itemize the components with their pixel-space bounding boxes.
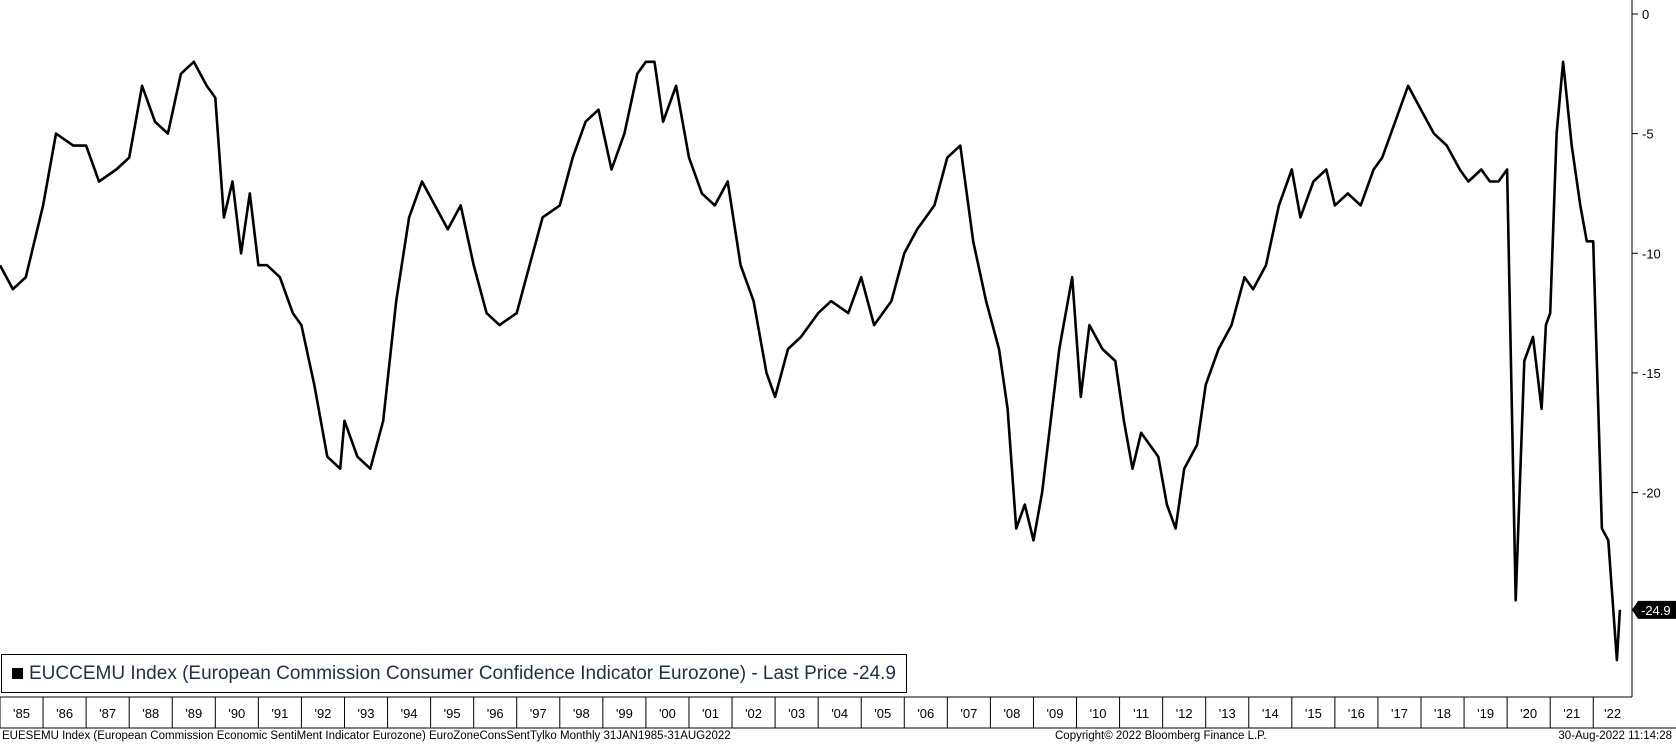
x-tick-label: '04 — [831, 706, 848, 721]
x-tick-label: '06 — [917, 706, 934, 721]
plot-area — [0, 60, 1622, 662]
footer-source: EUESEMU Index (European Commission Econo… — [2, 730, 731, 742]
legend-swatch — [12, 668, 23, 679]
footer-timestamp: 30-Aug-2022 11:14:28 — [1558, 730, 1672, 742]
series-line-0 — [0, 60, 1622, 662]
last-value-marker — [1632, 600, 1676, 619]
legend-label: EUCCEMU Index (European Commission Consu… — [29, 662, 896, 684]
x-tick-label: '86 — [56, 706, 73, 721]
x-tick-label: '21 — [1563, 706, 1580, 721]
x-tick-label: '94 — [401, 706, 418, 721]
x-tick-label: '95 — [444, 706, 461, 721]
x-tick-label: '85 — [13, 706, 30, 721]
x-tick-label: '16 — [1348, 706, 1365, 721]
x-tick-label: '99 — [616, 706, 633, 721]
y-tick-label: -5 — [1642, 127, 1654, 142]
footer-copyright: Copyright© 2022 Bloomberg Finance L.P. — [1055, 730, 1267, 742]
x-tick-label: '22 — [1604, 706, 1621, 721]
x-tick-label: '19 — [1477, 706, 1494, 721]
x-tick-label: '05 — [874, 706, 891, 721]
x-tick-label: '15 — [1305, 706, 1322, 721]
x-tick-label: '14 — [1262, 706, 1279, 721]
x-tick-label: '92 — [314, 706, 331, 721]
x-tick-label: '07 — [960, 706, 977, 721]
x-tick-label: '03 — [788, 706, 805, 721]
x-tick-label: '02 — [745, 706, 762, 721]
x-axis: '85 '86 '87 '88 '89 '90 '91 '92 '93 '94 '95 '96 '97 '… — [0, 696, 1676, 729]
x-tick-label: '96 — [487, 706, 504, 721]
x-tick-label: '97 — [530, 706, 547, 721]
x-tick-label: '90 — [228, 706, 245, 721]
x-tick-label: '11 — [1133, 706, 1149, 721]
x-tick-label: '91 — [271, 706, 288, 721]
x-tick-label: '98 — [573, 706, 590, 721]
x-tick-label: '12 — [1176, 706, 1193, 721]
x-tick-label: '09 — [1047, 706, 1064, 721]
y-tick-label: 0 — [1642, 7, 1649, 22]
x-tick-label: '01 — [702, 706, 719, 721]
x-tick-label: '89 — [185, 706, 202, 721]
y-tick-label: -15 — [1642, 366, 1661, 381]
x-tick-label: '18 — [1434, 706, 1451, 721]
x-tick-label: '17 — [1391, 706, 1408, 721]
last-value-label: -24.9 — [1641, 603, 1671, 618]
legend: EUCCEMU Index (European Commission Consu… — [1, 654, 907, 693]
y-axis: 0 -5 -10 -15 -20 -24.9 — [1631, 0, 1676, 697]
x-tick-label: '08 — [1003, 706, 1020, 721]
x-tick-label: '10 — [1090, 706, 1107, 721]
x-tick-label: '93 — [358, 706, 375, 721]
x-tick-label: '00 — [659, 706, 676, 721]
y-tick-label: -10 — [1642, 246, 1661, 261]
y-tick-label: -20 — [1642, 486, 1661, 501]
x-tick-label: '20 — [1520, 706, 1537, 721]
x-tick-label: '13 — [1219, 706, 1236, 721]
x-tick-label: '87 — [99, 706, 116, 721]
x-tick-label: '88 — [142, 706, 159, 721]
